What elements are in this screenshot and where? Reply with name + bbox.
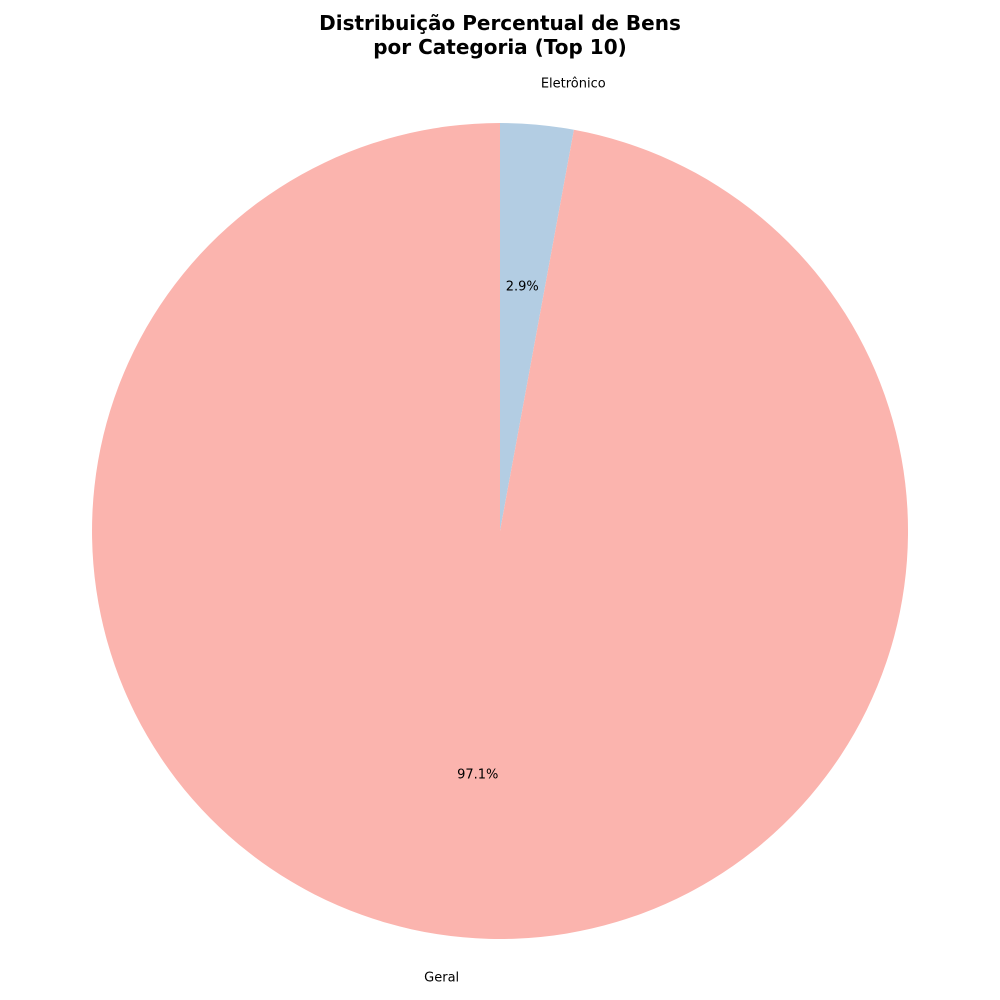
chart-title-line-2: por Categoria (Top 10) xyxy=(373,35,627,59)
pie-category-label-eletronico: Eletrônico xyxy=(541,77,606,92)
pie-pct-label-geral: 97.1% xyxy=(457,767,498,782)
pie-category-label-geral: Geral xyxy=(424,970,459,985)
pie-slice-geral xyxy=(92,123,909,940)
pie-slice-eletronico xyxy=(500,122,574,531)
pie-slices xyxy=(92,122,909,940)
pie-pct-label-eletronico: 2.9% xyxy=(506,280,539,295)
pie-labels: 2.9% Eletrônico 97.1% Geral xyxy=(424,77,606,986)
chart-title: Distribuição Percentual de Bens por Cate… xyxy=(0,11,1000,59)
chart-title-line-1: Distribuição Percentual de Bens xyxy=(319,11,681,35)
